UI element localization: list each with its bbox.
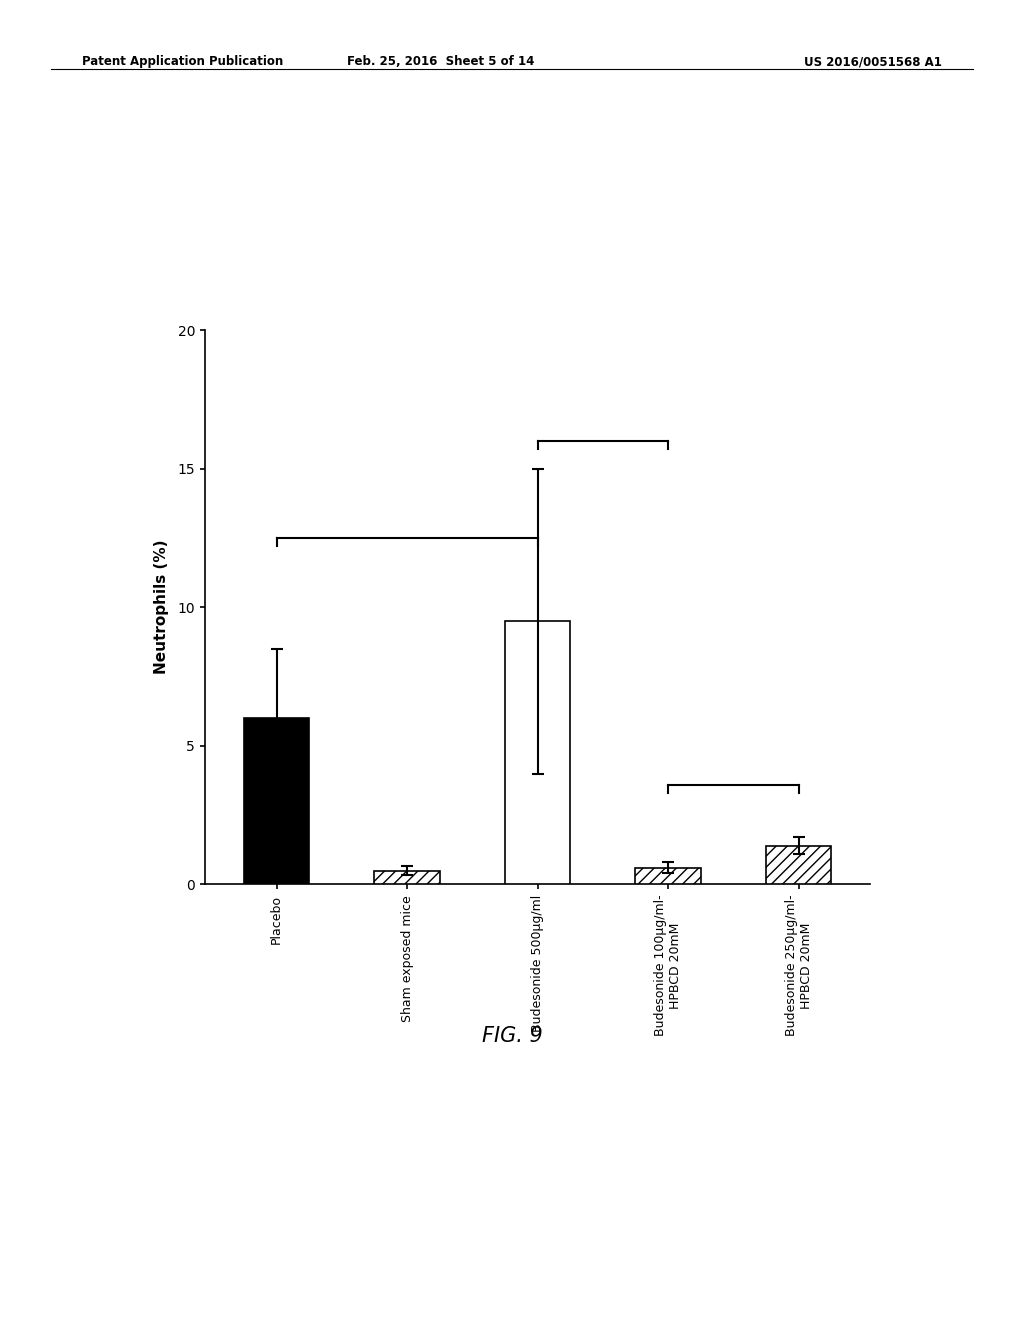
Text: US 2016/0051568 A1: US 2016/0051568 A1 (804, 55, 942, 69)
Text: Patent Application Publication: Patent Application Publication (82, 55, 284, 69)
Bar (766, 846, 831, 884)
Text: Feb. 25, 2016  Sheet 5 of 14: Feb. 25, 2016 Sheet 5 of 14 (347, 55, 534, 69)
Text: FIG. 9: FIG. 9 (481, 1026, 543, 1047)
Y-axis label: Neutrophils (%): Neutrophils (%) (155, 540, 169, 675)
Bar (375, 871, 439, 884)
Bar (636, 867, 700, 884)
Bar (505, 620, 570, 884)
Bar (244, 718, 309, 884)
